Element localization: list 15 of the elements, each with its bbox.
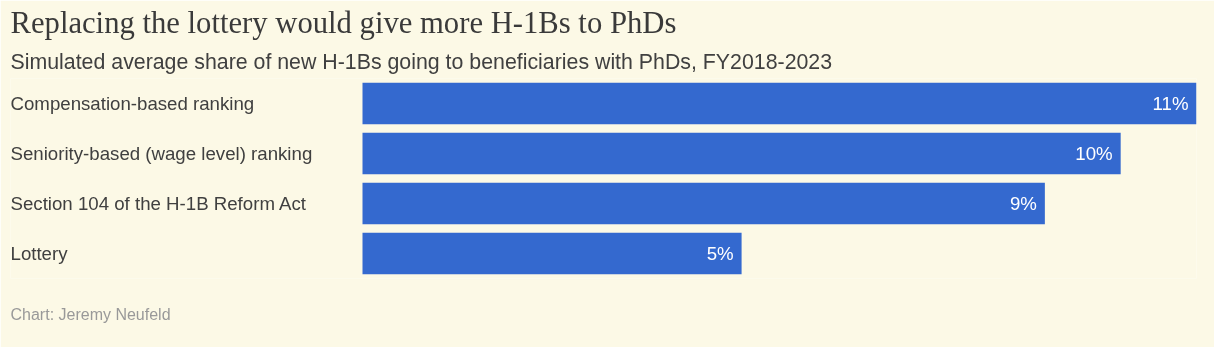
data-label: 10% [1075, 143, 1113, 164]
data-label: 9% [1009, 193, 1037, 214]
y-tick-label: Seniority-based (wage level) ranking [10, 143, 313, 164]
data-label: 11% [1152, 93, 1189, 114]
bar [362, 232, 742, 275]
bar [362, 182, 1045, 225]
y-tick-label: Section 104 of the H-1B Reform Act [10, 193, 307, 214]
bar [362, 132, 1121, 175]
y-tick-label: Lottery [10, 243, 69, 264]
bar [362, 82, 1197, 125]
y-tick-label: Compensation-based ranking [10, 93, 255, 114]
chart-title: Replacing the lottery would give more H-1Bs to PhDs [10, 5, 677, 40]
data-label: 5% [706, 243, 734, 264]
chart-subtitle: Simulated average share of new H-1Bs going to beneficiaries with PhDs, FY2018-2023 [10, 49, 833, 74]
text: Chart: Jeremy Neufeld [10, 305, 171, 323]
